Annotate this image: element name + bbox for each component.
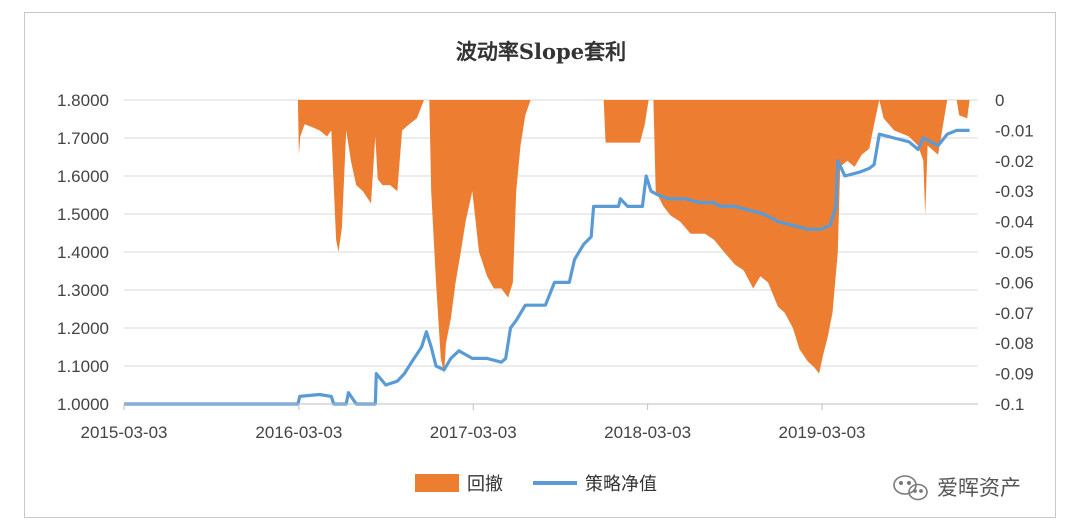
chart-frame: 波动率Slope套利 1.8000 1.7000 1.6000 1.5000 1.400… xyxy=(24,12,1056,518)
right-tick-label: -0.03 xyxy=(995,182,1034,201)
left-tick-label: 1.8000 xyxy=(57,91,109,110)
left-tick-label: 1.0000 xyxy=(57,395,109,414)
chart-title: 波动率Slope套利 xyxy=(456,39,626,64)
legend-swatch-drawdown xyxy=(415,474,459,492)
nav-line-layer xyxy=(124,128,970,406)
x-tick-label: 2019-03-03 xyxy=(779,423,866,442)
legend-label-drawdown: 回撤 xyxy=(467,474,503,495)
left-tick-label: 1.2000 xyxy=(57,319,109,338)
watermark: 爱晖资产 xyxy=(893,475,1021,501)
legend: 回撤 策略净值 xyxy=(415,474,657,495)
left-axis-ticks: 1.8000 1.7000 1.6000 1.5000 1.4000 1.3000 1.20… xyxy=(57,91,109,414)
right-tick-label: -0.02 xyxy=(995,152,1034,171)
left-tick-label: 1.5000 xyxy=(57,205,109,224)
right-tick-label: -0.07 xyxy=(995,304,1034,323)
right-axis-ticks: 0 -0.01 -0.02 -0.03 -0.04 -0.05 -0.06 -0.07 -0.0… xyxy=(995,91,1034,414)
right-tick-label: -0.1 xyxy=(995,395,1024,414)
x-tick-label: 2018-03-03 xyxy=(604,423,691,442)
left-tick-label: 1.7000 xyxy=(57,129,109,148)
left-tick-label: 1.6000 xyxy=(57,167,109,186)
legend-label-nav: 策略净值 xyxy=(585,474,657,495)
x-tick-label: 2016-03-03 xyxy=(255,423,342,442)
right-tick-label: -0.09 xyxy=(995,365,1034,384)
x-tick-label: 2017-03-03 xyxy=(430,423,517,442)
right-tick-label: -0.06 xyxy=(995,273,1034,292)
x-axis-ticks: 2015-03-03 2016-03-03 2017-03-03 2018-03-03… xyxy=(81,404,866,442)
left-tick-label: 1.4000 xyxy=(57,243,109,262)
right-tick-label: -0.04 xyxy=(995,213,1034,232)
left-tick-label: 1.3000 xyxy=(57,281,109,300)
drawdown-area xyxy=(124,100,970,374)
x-tick-label: 2015-03-03 xyxy=(81,423,168,442)
chart-svg: 波动率Slope套利 1.8000 1.7000 1.6000 1.5000 1.400… xyxy=(57,39,1034,501)
right-tick-label: -0.08 xyxy=(995,334,1034,353)
right-tick-label: -0.01 xyxy=(995,121,1034,140)
drawdown-area-layer xyxy=(124,100,970,374)
watermark-text: 爱晖资产 xyxy=(937,476,1021,500)
left-tick-label: 1.1000 xyxy=(57,357,109,376)
wechat-icon xyxy=(893,475,928,501)
right-tick-label: -0.05 xyxy=(995,243,1034,262)
nav-line xyxy=(124,128,970,406)
right-tick-label: 0 xyxy=(995,91,1004,110)
